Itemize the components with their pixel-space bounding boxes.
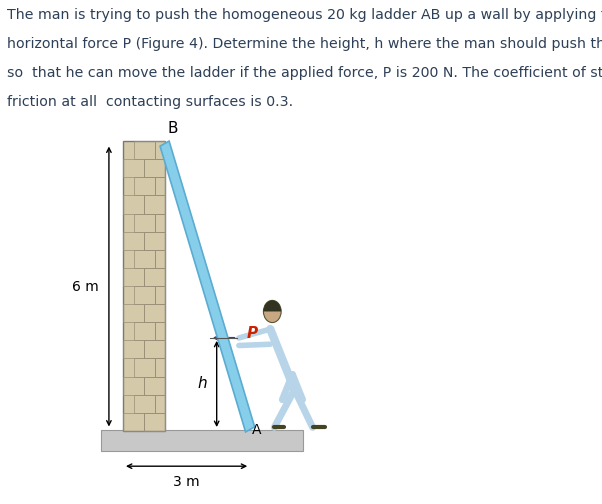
Text: B: B bbox=[167, 121, 178, 136]
Bar bbox=[155, 358, 166, 376]
Text: A: A bbox=[252, 423, 262, 437]
Bar bbox=[144, 268, 166, 286]
Text: The man is trying to push the homogeneous 20 kg ladder AB up a wall by applying : The man is trying to push the homogeneou… bbox=[7, 8, 602, 22]
Bar bbox=[155, 177, 166, 196]
Bar bbox=[123, 340, 144, 358]
Bar bbox=[144, 413, 166, 431]
Bar bbox=[144, 232, 166, 250]
Bar bbox=[155, 141, 166, 159]
Bar bbox=[134, 177, 155, 196]
Bar bbox=[155, 250, 166, 268]
Wedge shape bbox=[264, 300, 281, 311]
Bar bbox=[144, 159, 166, 177]
Bar bbox=[123, 376, 144, 395]
Bar bbox=[144, 196, 166, 214]
Bar bbox=[144, 304, 166, 322]
Bar bbox=[155, 395, 166, 413]
Text: so  that he can move the ladder if the applied force, P is 200 N. The coefficien: so that he can move the ladder if the ap… bbox=[7, 66, 602, 80]
Bar bbox=[134, 358, 155, 376]
Bar bbox=[144, 340, 166, 358]
Bar bbox=[101, 430, 303, 451]
Bar bbox=[155, 322, 166, 340]
Bar bbox=[123, 232, 144, 250]
Polygon shape bbox=[160, 141, 255, 432]
Bar bbox=[155, 214, 166, 232]
Bar bbox=[144, 413, 166, 431]
Bar bbox=[155, 286, 166, 304]
Bar bbox=[123, 159, 144, 177]
Bar bbox=[144, 376, 166, 395]
Bar bbox=[144, 340, 166, 358]
Text: 3 m: 3 m bbox=[173, 475, 200, 489]
Bar bbox=[144, 232, 166, 250]
Text: friction at all  contacting surfaces is 0.3.: friction at all contacting surfaces is 0… bbox=[7, 95, 293, 109]
Bar bbox=[134, 395, 155, 413]
Bar bbox=[144, 159, 166, 177]
Bar bbox=[123, 196, 144, 214]
Bar bbox=[134, 141, 155, 159]
Bar bbox=[155, 177, 166, 196]
Bar bbox=[144, 304, 166, 322]
Bar bbox=[134, 286, 155, 304]
Bar bbox=[144, 376, 166, 395]
Bar bbox=[123, 413, 144, 431]
Text: horizontal force P (Figure 4). Determine the height, h where the man should push: horizontal force P (Figure 4). Determine… bbox=[7, 37, 602, 51]
Bar bbox=[123, 304, 144, 322]
Bar bbox=[134, 250, 155, 268]
Bar bbox=[155, 395, 166, 413]
Text: P: P bbox=[247, 327, 258, 341]
Text: h: h bbox=[197, 376, 206, 392]
Bar bbox=[123, 268, 144, 286]
Bar bbox=[144, 268, 166, 286]
Bar bbox=[123, 141, 166, 431]
Text: 6 m: 6 m bbox=[72, 280, 99, 294]
Circle shape bbox=[264, 300, 281, 323]
Bar bbox=[134, 322, 155, 340]
Bar bbox=[155, 141, 166, 159]
Bar bbox=[155, 358, 166, 376]
Bar bbox=[144, 196, 166, 214]
Bar bbox=[155, 322, 166, 340]
Bar bbox=[155, 214, 166, 232]
Bar bbox=[134, 214, 155, 232]
Bar bbox=[155, 250, 166, 268]
Bar bbox=[155, 286, 166, 304]
